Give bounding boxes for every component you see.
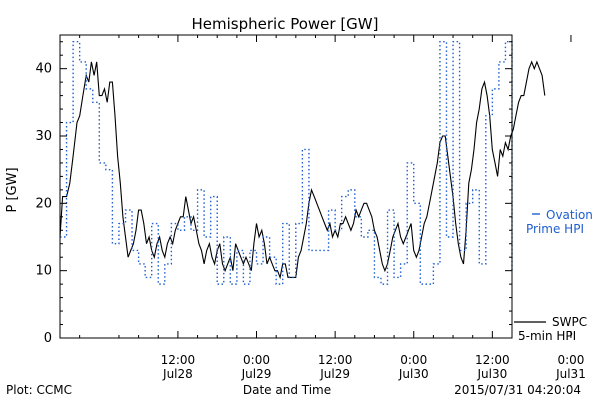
footer-credit: Plot: CCMC	[6, 383, 72, 397]
y-tick-label: 40	[35, 62, 52, 77]
x-axis-label: Date and Time	[243, 383, 331, 397]
y-axis-label: P [GW]	[5, 167, 20, 212]
chart-title: Hemispheric Power [GW]	[192, 15, 379, 33]
footer-timestamp: 2015/07/31 04:20:04	[454, 383, 581, 397]
legend-swpc-label-line2: 5-min HPI	[518, 329, 576, 343]
plot-frame	[59, 34, 513, 339]
legend-ovation-label-line2: Prime HPI	[526, 222, 584, 236]
legend-swpc-label-line1: SWPC	[552, 315, 587, 329]
x-tick-time-label: 12:00	[318, 353, 353, 367]
legend-ovation-label-line1: Ovation	[546, 208, 593, 222]
y-axis: 0 10 20 30 40	[35, 41, 512, 346]
y-tick-label: 30	[35, 129, 52, 144]
x-tick-time-label: 0:00	[400, 353, 427, 367]
x-tick-date-label: Jul30	[476, 367, 507, 381]
x-tick-time-label: 12:00	[161, 353, 196, 367]
x-tick-time-label: 12:00	[475, 353, 510, 367]
y-tick-label: 20	[35, 196, 52, 211]
x-tick-date-label: Jul30	[398, 367, 429, 381]
ovation-prime-hpi-series	[60, 41, 513, 285]
x-tick-date-label: Jul29	[319, 367, 350, 381]
swpc-hpi-series	[59, 60, 546, 280]
x-tick-date-label: Jul28	[162, 367, 193, 381]
x-tick-time-label: 0:00	[557, 353, 584, 367]
y-tick-label: 10	[35, 264, 52, 279]
y-tick-label: 0	[44, 331, 52, 346]
x-tick-date-label: Jul31	[555, 367, 586, 381]
x-axis: 12:00Jul280:00Jul2912:00Jul290:00Jul3012…	[59, 35, 586, 381]
series-layer	[59, 41, 546, 285]
x-tick-date-label: Jul29	[241, 367, 272, 381]
x-tick-time-label: 0:00	[243, 353, 270, 367]
